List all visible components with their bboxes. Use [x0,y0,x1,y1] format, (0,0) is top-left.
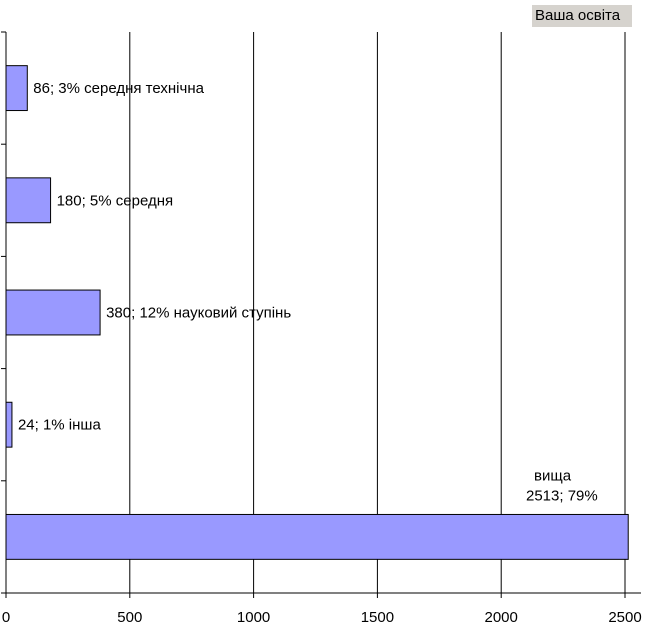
bar-4 [5,513,629,560]
gridlines [129,32,626,593]
bar-2 [5,289,101,336]
bars [5,65,629,560]
data-label-3: 24; 1% інша [18,417,102,434]
x-tick-label-2000: 2000 [485,609,518,626]
data-label-0: 86; 3% середня технічна [33,80,204,97]
data-label-2: 380; 12% науковий ступінь [106,305,291,322]
data-labels: 86; 3% середня технічна 180; 5% середня 38… [18,80,598,504]
x-tick-label-1000: 1000 [237,609,270,626]
x-tick-labels: 0 500 1000 1500 2000 2500 [2,609,642,626]
x-tick-label-2500: 2500 [608,609,641,626]
data-label-4-line-0: вища [534,467,572,484]
data-label-4-line-1: 2513; 79% [526,487,598,504]
x-tick-label-1500: 1500 [361,609,394,626]
bar-3 [5,401,13,448]
x-tick-label-500: 500 [117,609,142,626]
chart-title: Ваша освіта [532,5,632,27]
bar-0 [5,65,28,112]
x-tick-label-0: 0 [2,609,10,626]
bar-1 [5,177,52,224]
data-label-1: 180; 5% середня [57,192,174,209]
